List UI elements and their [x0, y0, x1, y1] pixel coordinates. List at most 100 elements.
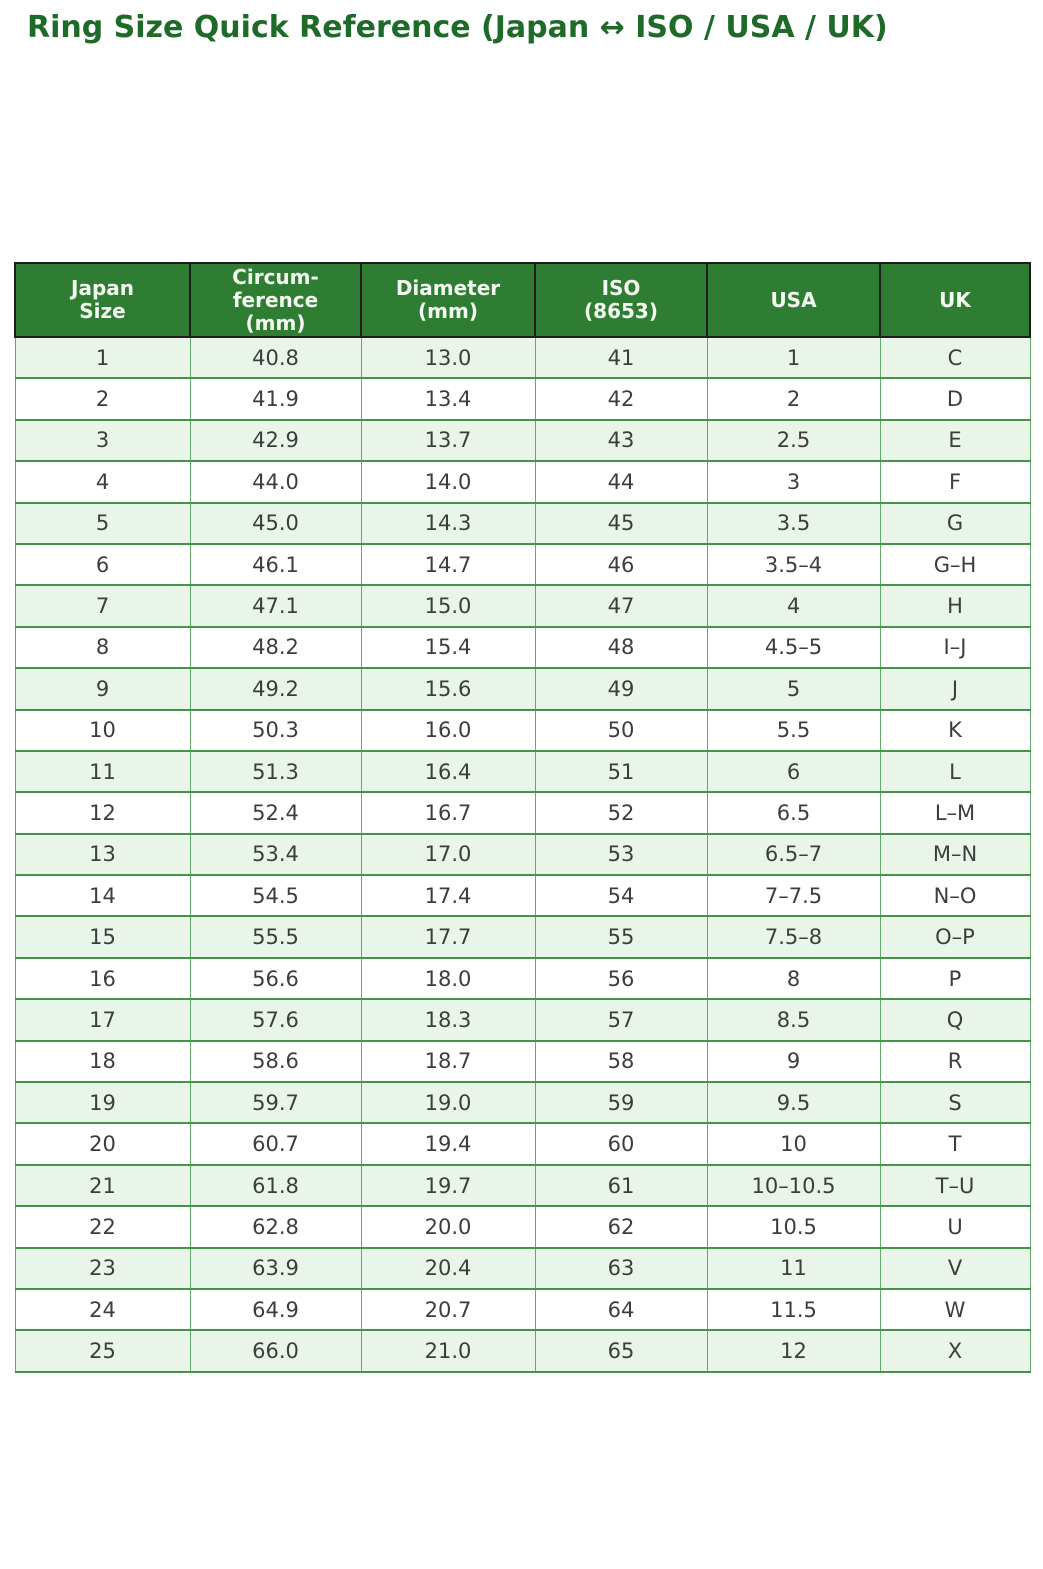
- table-cell: 10: [706, 1122, 881, 1166]
- table-row: 22 62.8 20.0 62 10.5 U: [14, 1205, 1031, 1249]
- table-cell: T–U: [879, 1163, 1031, 1208]
- header-row: Japan Size Circum- ference (mm) Diameter (…: [14, 262, 1031, 338]
- table-cell: 51.3: [189, 749, 362, 794]
- column-header: USA: [706, 262, 881, 338]
- table-cell: D: [879, 377, 1031, 421]
- table-cell: 19.0: [360, 1081, 536, 1125]
- table-row: 21 61.8 19.7 61 10–10.5 T–U: [14, 1163, 1031, 1208]
- table-cell: P: [879, 956, 1031, 1001]
- table-cell: 16.7: [360, 791, 536, 835]
- table-cell: 8.5: [706, 998, 881, 1042]
- table-row: 13 53.4 17.0 53 6.5–7 M–N: [14, 832, 1031, 877]
- table-cell: 22: [14, 1205, 191, 1249]
- table-cell: 46: [534, 542, 708, 587]
- table-cell: 62: [534, 1205, 708, 1249]
- table-cell: 49.2: [189, 667, 362, 711]
- table-cell: 11.5: [706, 1287, 881, 1332]
- table-cell: 8: [706, 956, 881, 1001]
- table-cell: 57: [534, 998, 708, 1042]
- table-cell: 6.5: [706, 791, 881, 835]
- table-cell: 20: [14, 1122, 191, 1166]
- table-cell: 64.9: [189, 1287, 362, 1332]
- table-cell: 58.6: [189, 1039, 362, 1084]
- table-cell: 40.8: [189, 335, 362, 380]
- table-cell: 25: [14, 1329, 191, 1373]
- table-cell: 4.5–5: [706, 625, 881, 670]
- table-row: 12 52.4 16.7 52 6.5 L–M: [14, 791, 1031, 835]
- table-cell: 7–7.5: [706, 874, 881, 918]
- table-cell: C: [879, 335, 1031, 380]
- column-header: Diameter (mm): [360, 262, 536, 338]
- table-cell: 3.5: [706, 501, 881, 545]
- table-cell: 12: [14, 791, 191, 835]
- table-cell: 47: [534, 584, 708, 628]
- table-cell: L–M: [879, 791, 1031, 835]
- table-cell: 9: [706, 1039, 881, 1084]
- table-cell: 20.7: [360, 1287, 536, 1332]
- table-cell: 10: [14, 708, 191, 752]
- table-cell: 60.7: [189, 1122, 362, 1166]
- table-cell: K: [879, 708, 1031, 752]
- table-cell: 49: [534, 667, 708, 711]
- table-cell: 2: [706, 377, 881, 421]
- table-cell: 53.4: [189, 832, 362, 877]
- table-cell: 53: [534, 832, 708, 877]
- table-row: 17 57.6 18.3 57 8.5 Q: [14, 998, 1031, 1042]
- table-cell: 17: [14, 998, 191, 1042]
- page-title: Ring Size Quick Reference (Japan ↔ ISO /…: [27, 10, 888, 45]
- table-row: 4 44.0 14.0 44 3 F: [14, 460, 1031, 504]
- table-row: 20 60.7 19.4 60 10 T: [14, 1122, 1031, 1166]
- table-row: 16 56.6 18.0 56 8 P: [14, 956, 1031, 1001]
- table-cell: 19.7: [360, 1163, 536, 1208]
- table-cell: 14.3: [360, 501, 536, 545]
- table-cell: 23: [14, 1246, 191, 1290]
- table-cell: 45.0: [189, 501, 362, 545]
- table-cell: 6.5–7: [706, 832, 881, 877]
- table-cell: I–J: [879, 625, 1031, 670]
- table-cell: 13: [14, 832, 191, 877]
- table-cell: 9: [14, 667, 191, 711]
- column-header: Circum- ference (mm): [189, 262, 362, 338]
- table-cell: 3.5–4: [706, 542, 881, 587]
- table-cell: 52.4: [189, 791, 362, 835]
- table-cell: 12: [706, 1329, 881, 1373]
- table-cell: 48: [534, 625, 708, 670]
- table-cell: G–H: [879, 542, 1031, 587]
- table-cell: 48.2: [189, 625, 362, 670]
- table-cell: 16: [14, 956, 191, 1001]
- table-cell: 50.3: [189, 708, 362, 752]
- table-cell: 11: [706, 1246, 881, 1290]
- table-cell: 16.0: [360, 708, 536, 752]
- table-row: 14 54.5 17.4 54 7–7.5 N–O: [14, 874, 1031, 918]
- table-row: 6 46.1 14.7 46 3.5–4 G–H: [14, 542, 1031, 587]
- table-row: 5 45.0 14.3 45 3.5 G: [14, 501, 1031, 545]
- table-cell: 14.0: [360, 460, 536, 504]
- table-cell: 8: [14, 625, 191, 670]
- table-cell: 43: [534, 418, 708, 463]
- table-cell: 44.0: [189, 460, 362, 504]
- table-cell: 51: [534, 749, 708, 794]
- table-cell: 10–10.5: [706, 1163, 881, 1208]
- table-cell: 47.1: [189, 584, 362, 628]
- table-cell: 15: [14, 915, 191, 959]
- table-cell: 16.4: [360, 749, 536, 794]
- table-row: 18 58.6 18.7 58 9 R: [14, 1039, 1031, 1084]
- table-cell: 55: [534, 915, 708, 959]
- table-cell: L: [879, 749, 1031, 794]
- table-cell: V: [879, 1246, 1031, 1290]
- table-cell: 15.4: [360, 625, 536, 670]
- table-row: 15 55.5 17.7 55 7.5–8 O–P: [14, 915, 1031, 959]
- table-cell: N–O: [879, 874, 1031, 918]
- column-header: UK: [879, 262, 1031, 338]
- table-cell: 66.0: [189, 1329, 362, 1373]
- table-cell: G: [879, 501, 1031, 545]
- table-cell: 20.4: [360, 1246, 536, 1290]
- table-cell: 1: [706, 335, 881, 380]
- table-body: 1 40.8 13.0 41 1 C 2 41.9 13.4 42 2 D 3 42.9 13.7 43 2.5…: [14, 335, 1031, 1373]
- table-cell: 18.0: [360, 956, 536, 1001]
- table-row: 24 64.9 20.7 64 11.5 W: [14, 1287, 1031, 1332]
- table-cell: 6: [706, 749, 881, 794]
- table-row: 2 41.9 13.4 42 2 D: [14, 377, 1031, 421]
- table-row: 23 63.9 20.4 63 11 V: [14, 1246, 1031, 1290]
- table-cell: 17.7: [360, 915, 536, 959]
